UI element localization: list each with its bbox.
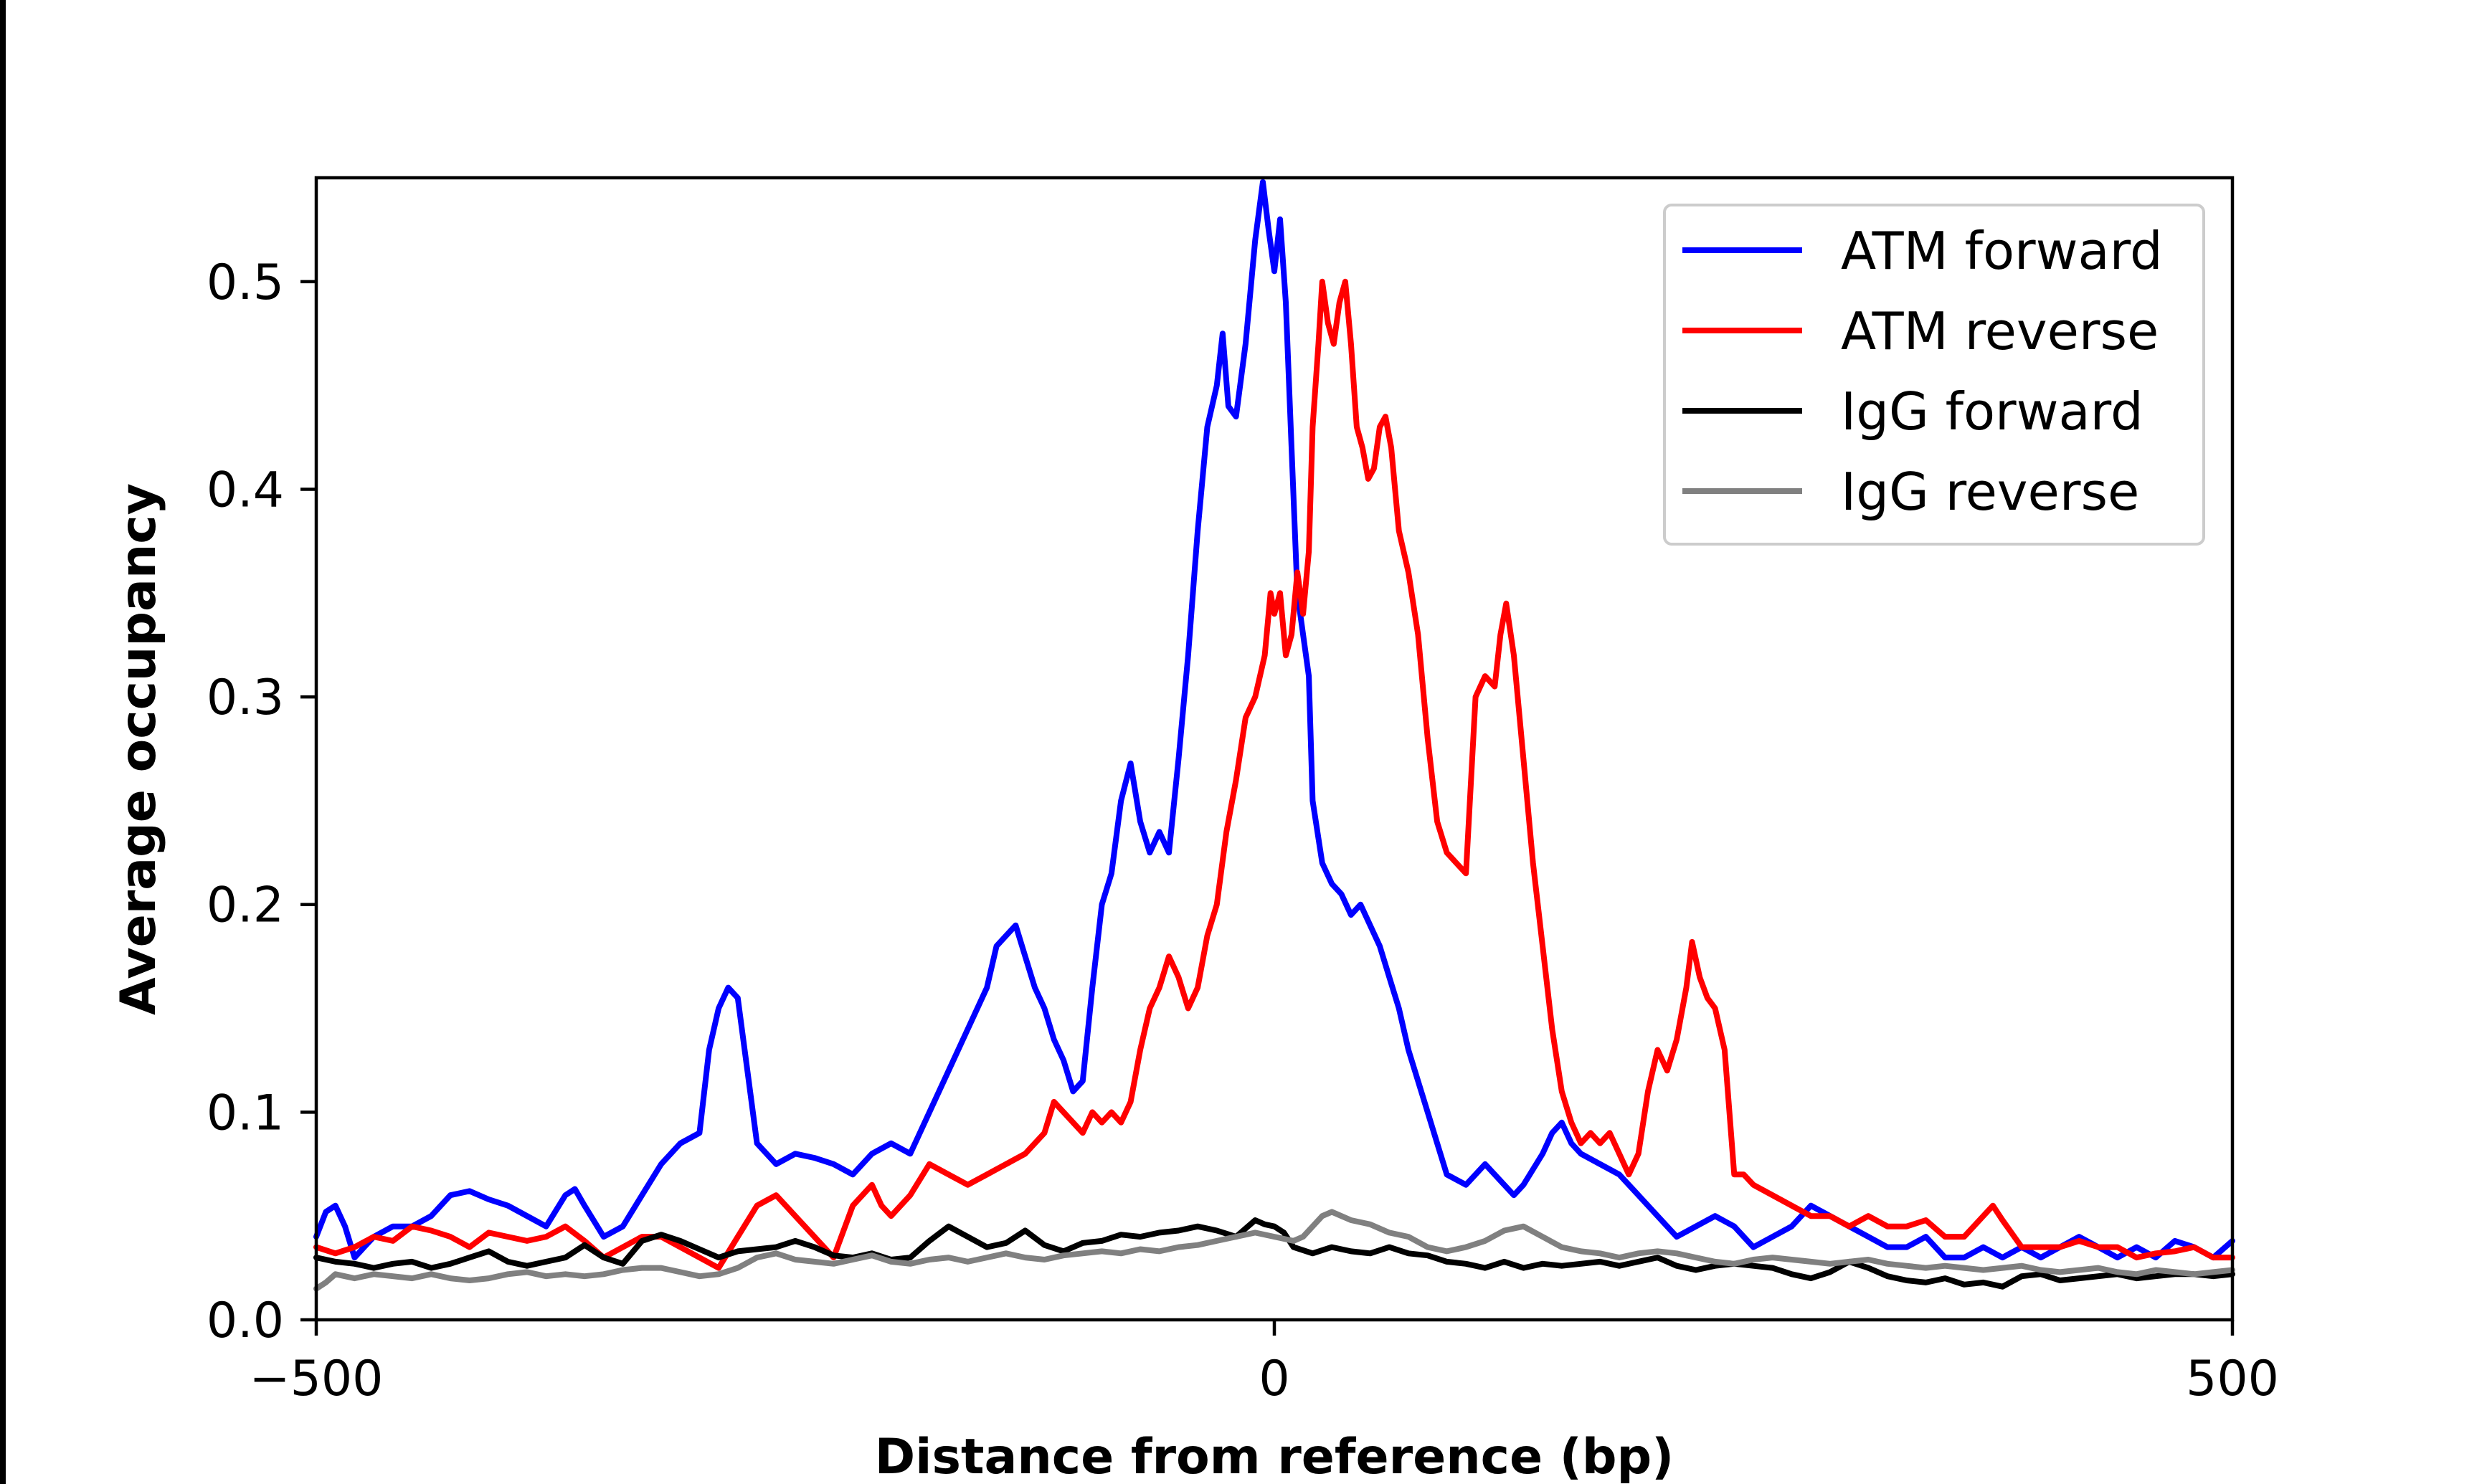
x-tick-label: −500 <box>250 1351 384 1407</box>
legend-label: ATM reverse <box>1841 301 2159 361</box>
legend-label: IgG forward <box>1841 381 2143 442</box>
y-axis-title: Average occupancy <box>110 483 167 1015</box>
series-lines <box>313 179 2235 1292</box>
x-tick-label: 0 <box>1259 1351 1289 1407</box>
y-tick-label: 0.3 <box>207 670 284 726</box>
x-axis-title: Distance from reference (bp) <box>875 1429 1674 1484</box>
legend-box <box>1663 204 2205 546</box>
y-tick-label: 0.1 <box>207 1085 284 1141</box>
series-line-igg-forward <box>313 1217 2235 1290</box>
y-tick-label: 0.4 <box>207 462 284 518</box>
y-axis: 0.0 0.1 0.2 0.3 0.4 0.5 <box>207 255 316 1349</box>
y-tick-label: 0.2 <box>207 877 284 934</box>
y-tick-label: 0.5 <box>207 255 284 311</box>
left-frame-border <box>0 0 6 1484</box>
series-line-igg-reverse <box>313 1209 2235 1292</box>
series-line-atm-reverse <box>313 278 2235 1271</box>
legend: ATM forward ATM reverse IgG forward IgG rev… <box>1663 204 2205 546</box>
y-tick-label: 0.0 <box>207 1293 284 1349</box>
x-axis: −500 0 500 <box>250 1320 2279 1407</box>
series-line-atm-forward <box>313 179 2235 1261</box>
legend-label: ATM forward <box>1841 221 2163 281</box>
legend-label: IgG reverse <box>1841 462 2139 522</box>
x-tick-label: 500 <box>2186 1351 2279 1407</box>
